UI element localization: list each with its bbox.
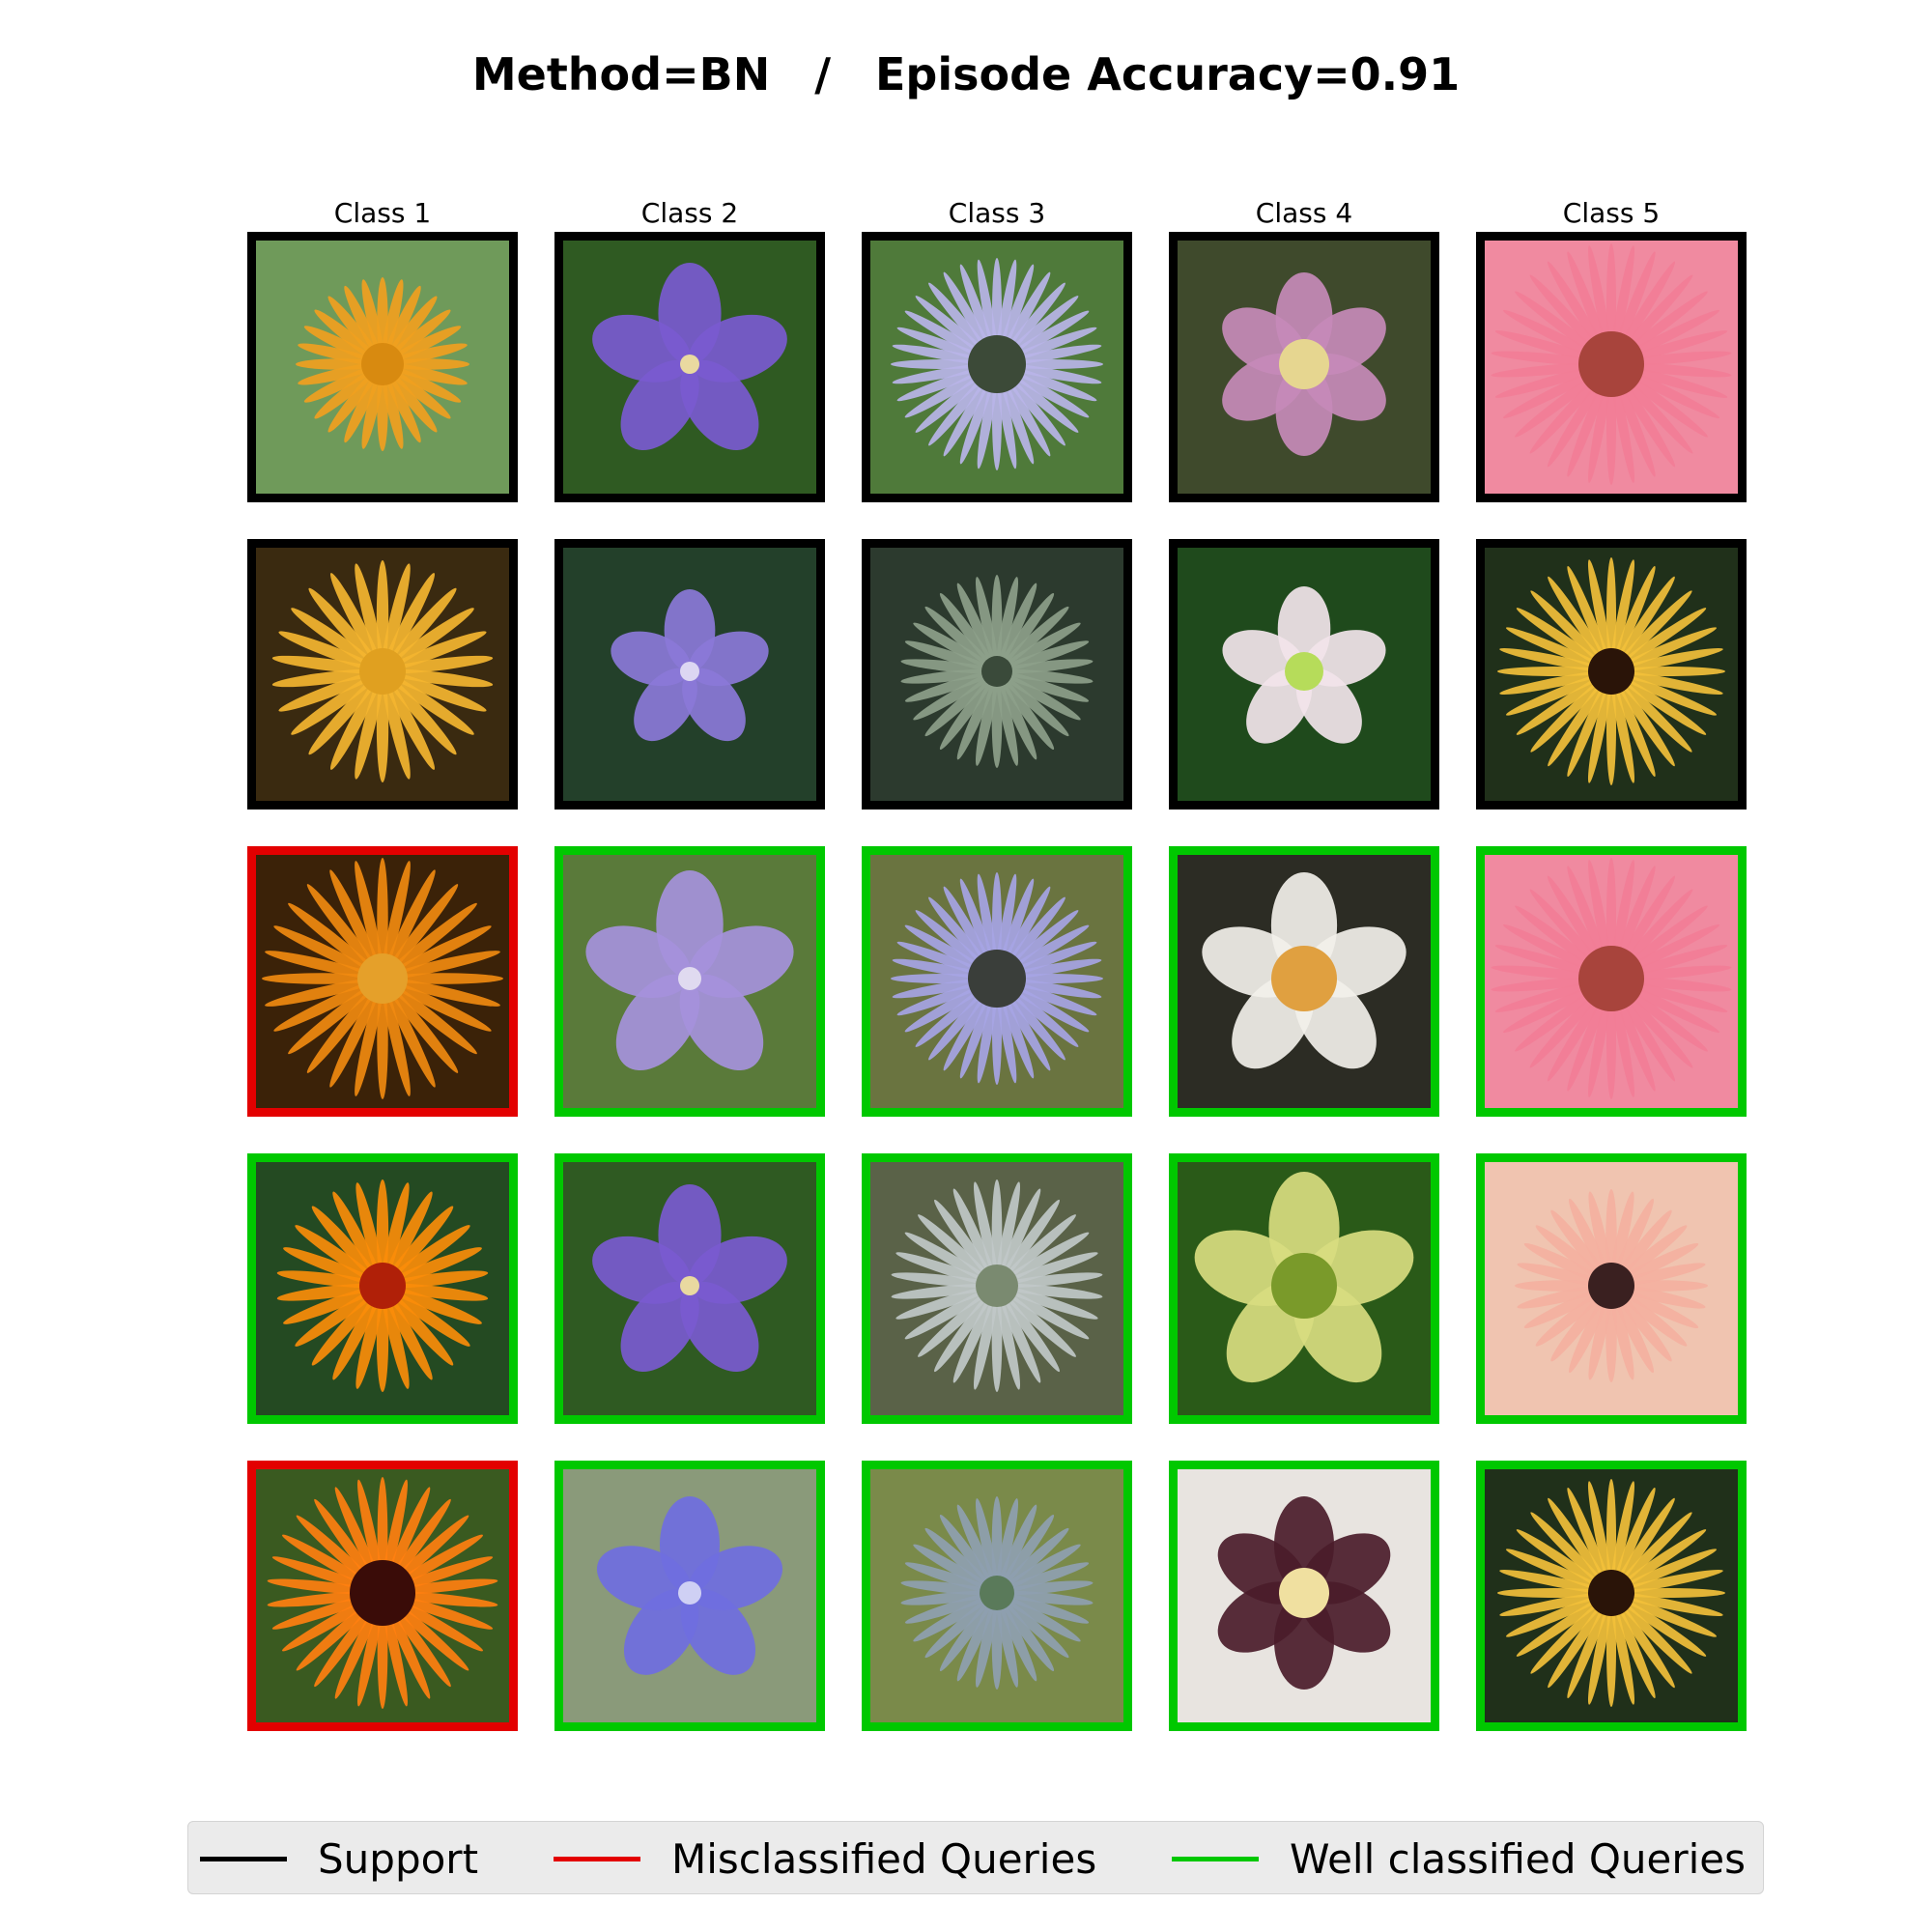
dark-sea-holly-image	[870, 548, 1123, 801]
title-method: Method=BN	[471, 48, 771, 100]
orange-marigold-image	[256, 855, 509, 1108]
thumbnail-row5-class3-well-classified	[862, 1461, 1132, 1731]
legend-line-support	[200, 1856, 287, 1861]
purple-bellflowers-image	[563, 548, 816, 801]
page-title: Method=BN / Episode Accuracy=0.91	[0, 48, 1932, 100]
white-pink-hellebore-image	[1178, 548, 1431, 801]
thumbnail-row3-class4-well-classified	[1169, 846, 1439, 1117]
sea-holly-thistle-image	[870, 241, 1123, 494]
legend-label-well-classified: Well classified Queries	[1290, 1834, 1747, 1883]
pink-hellebore-image	[1178, 241, 1431, 494]
thumbnail-row5-class4-well-classified	[1169, 1461, 1439, 1731]
pink-gerbera-image	[1485, 241, 1738, 494]
legend-line-well-classified	[1172, 1856, 1259, 1861]
orange-daisy-flower-image	[256, 241, 509, 494]
class-label-2: Class 2	[640, 197, 739, 229]
legend-line-misclassified	[554, 1856, 640, 1861]
legend-item-support: Support	[200, 1822, 478, 1895]
yellow-gerbera-image	[1485, 548, 1738, 801]
yellow-daisy-flower-image	[256, 548, 509, 801]
class-label-4: Class 4	[1255, 197, 1353, 229]
thumbnail-row2-class5-support	[1476, 539, 1747, 810]
orange-marigold-dark-center-image	[256, 1469, 509, 1722]
thumbnail-row1-class5-support	[1476, 232, 1747, 502]
class-label-5: Class 5	[1562, 197, 1661, 229]
thumbnail-row2-class2-support	[554, 539, 825, 810]
thumbnail-row1-class4-support	[1169, 232, 1439, 502]
legend-item-misclassified: Misclassified Queries	[554, 1822, 1096, 1895]
blue-bellflower-image	[563, 1469, 816, 1722]
class-label-3: Class 3	[948, 197, 1046, 229]
title-accuracy: Episode Accuracy=0.91	[875, 48, 1461, 100]
title-separator: /	[814, 48, 831, 100]
thumbnail-row4-class3-well-classified	[862, 1153, 1132, 1424]
thumbnail-row4-class1-well-classified	[247, 1153, 518, 1424]
thumbnail-row2-class3-support	[862, 539, 1132, 810]
orange-marigold-red-center-image	[256, 1162, 509, 1415]
pink-gerbera-image	[1485, 855, 1738, 1108]
thumbnail-row5-class2-well-classified	[554, 1461, 825, 1731]
thumbnail-row3-class5-well-classified	[1476, 846, 1747, 1117]
sea-holly-with-bee-image	[870, 855, 1123, 1108]
thumbnail-row1-class1-support	[247, 232, 518, 502]
thumbnail-row4-class5-well-classified	[1476, 1153, 1747, 1424]
class-label-1: Class 1	[333, 197, 432, 229]
peach-gerberas-image	[1485, 1162, 1738, 1415]
legend-label-support: Support	[318, 1834, 479, 1883]
thumbnail-row4-class4-well-classified	[1169, 1153, 1439, 1424]
legend-item-well-classified: Well classified Queries	[1172, 1822, 1746, 1895]
green-speckled-hellebore-image	[1178, 1162, 1431, 1415]
thumbnail-row4-class2-well-classified	[554, 1153, 825, 1424]
legend: Support Misclassified Queries Well class…	[187, 1821, 1764, 1894]
thumbnail-row2-class4-support	[1169, 539, 1439, 810]
yellow-gerbera-image	[1485, 1469, 1738, 1722]
thumbnail-row5-class5-well-classified	[1476, 1461, 1747, 1731]
purple-bellflower-image	[563, 241, 816, 494]
thumbnail-row1-class2-support	[554, 232, 825, 502]
dark-plum-hellebore-image	[1178, 1469, 1431, 1722]
lilac-bellflower-image	[563, 855, 816, 1108]
thumbnail-row5-class1-misclassified	[247, 1461, 518, 1731]
thumbnail-row3-class2-well-classified	[554, 846, 825, 1117]
thumbnail-row1-class3-support	[862, 232, 1132, 502]
legend-label-misclassified: Misclassified Queries	[671, 1834, 1097, 1883]
white-hellebore-image	[1178, 855, 1431, 1108]
thumbnail-row2-class1-support	[247, 539, 518, 810]
silver-sea-holly-image	[870, 1162, 1123, 1415]
thumbnail-row3-class3-well-classified	[862, 846, 1132, 1117]
purple-bellflower-image	[563, 1162, 816, 1415]
green-sea-holly-image	[870, 1469, 1123, 1722]
thumbnail-row3-class1-misclassified	[247, 846, 518, 1117]
